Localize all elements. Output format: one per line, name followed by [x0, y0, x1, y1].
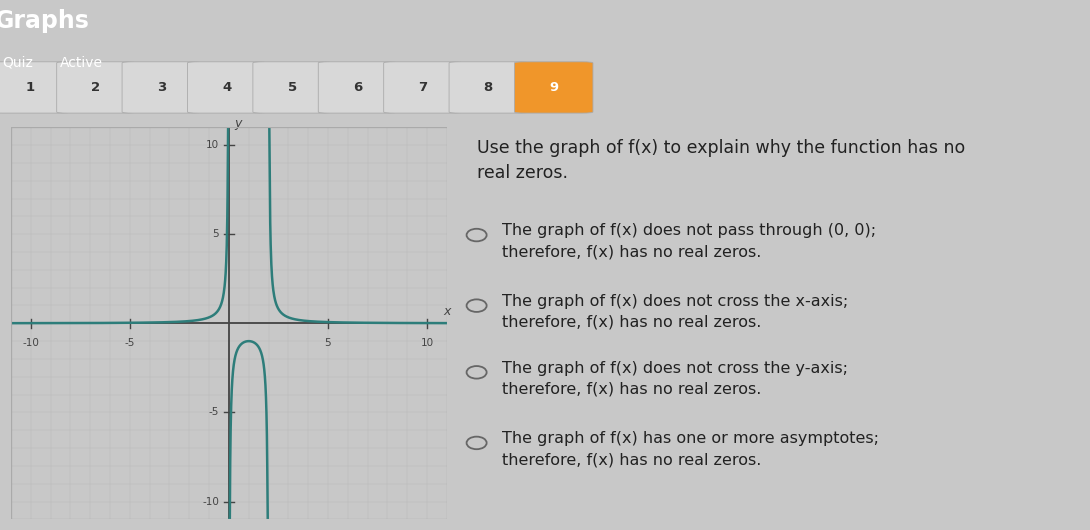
- FancyBboxPatch shape: [384, 62, 462, 113]
- Text: 10: 10: [206, 140, 219, 150]
- Text: x: x: [444, 305, 450, 319]
- Text: -10: -10: [202, 497, 219, 507]
- FancyBboxPatch shape: [449, 62, 528, 113]
- Text: 6: 6: [353, 81, 362, 94]
- Text: 7: 7: [419, 81, 427, 94]
- Text: 4: 4: [222, 81, 231, 94]
- Text: 5: 5: [288, 81, 296, 94]
- FancyBboxPatch shape: [318, 62, 397, 113]
- Text: Graphs: Graphs: [0, 10, 89, 33]
- Text: Quiz: Quiz: [2, 56, 33, 70]
- Text: -10: -10: [22, 338, 39, 348]
- Text: The graph of f(x) does not cross the y-axis;
therefore, f(x) has no real zeros.: The graph of f(x) does not cross the y-a…: [502, 360, 848, 396]
- Bar: [11, 127, 447, 519]
- Text: 5: 5: [213, 229, 219, 239]
- Text: 9: 9: [549, 81, 558, 94]
- Text: The graph of f(x) has one or more asymptotes;
therefore, f(x) has no real zeros.: The graph of f(x) has one or more asympt…: [502, 431, 880, 467]
- Text: -5: -5: [124, 338, 135, 348]
- FancyBboxPatch shape: [122, 62, 201, 113]
- Text: 8: 8: [484, 81, 493, 94]
- FancyBboxPatch shape: [0, 62, 70, 113]
- FancyBboxPatch shape: [187, 62, 266, 113]
- Text: The graph of f(x) does not cross the x-axis;
therefore, f(x) has no real zeros.: The graph of f(x) does not cross the x-a…: [502, 294, 848, 330]
- FancyBboxPatch shape: [514, 62, 593, 113]
- Text: 1: 1: [26, 81, 35, 94]
- Text: Active: Active: [60, 56, 102, 70]
- Text: -5: -5: [208, 408, 219, 418]
- Text: The graph of f(x) does not pass through (0, 0);
therefore, f(x) has no real zero: The graph of f(x) does not pass through …: [502, 223, 876, 259]
- Text: y: y: [234, 117, 242, 130]
- Text: 3: 3: [157, 81, 166, 94]
- FancyBboxPatch shape: [57, 62, 135, 113]
- Text: 5: 5: [325, 338, 331, 348]
- FancyBboxPatch shape: [253, 62, 331, 113]
- Text: 10: 10: [421, 338, 434, 348]
- Text: 2: 2: [92, 81, 100, 94]
- Text: Use the graph of f(x) to explain why the function has no
real zeros.: Use the graph of f(x) to explain why the…: [476, 139, 965, 182]
